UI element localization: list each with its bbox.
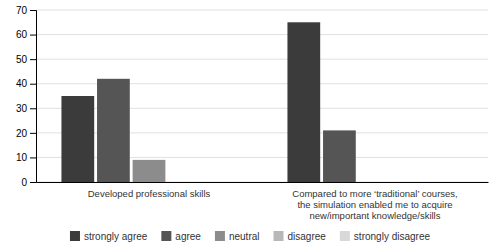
grid-line (36, 34, 488, 35)
tick-mark (30, 84, 36, 85)
legend-label: strongly disagree (354, 231, 431, 242)
legend-swatch (161, 231, 171, 241)
grid-line (36, 59, 488, 60)
legend-label: agree (175, 231, 201, 242)
x-axis: Developed professional skills Compared to… (37, 183, 489, 221)
legend-item: neutral (215, 231, 260, 242)
bar (204, 182, 237, 183)
tick-label: 10 (16, 152, 28, 163)
tick-mark (30, 157, 36, 158)
category-label: Compared to more ‘traditional’ courses,t… (292, 188, 457, 221)
legend-swatch (215, 231, 225, 241)
legend-swatch (70, 231, 80, 241)
tick-mark (30, 133, 36, 134)
legend-item: strongly agree (70, 231, 148, 242)
category-label-line: new/important knowledge/skills (310, 210, 441, 221)
tick: 50 (16, 54, 36, 65)
legend-label: strongly agree (84, 231, 148, 242)
tick-label: 70 (16, 5, 28, 16)
tick: 30 (16, 103, 36, 114)
tick-label: 60 (16, 29, 28, 40)
bar (168, 182, 201, 183)
grid (36, 10, 488, 182)
tick: 70 (16, 5, 36, 16)
tick: Developed professional skills (88, 188, 211, 199)
bar (359, 182, 392, 183)
tick: 0 (21, 177, 36, 188)
bar (97, 79, 130, 182)
axis-domain (37, 182, 489, 183)
tick-mark (30, 182, 36, 183)
axis-domain (30, 11, 37, 183)
tick-label: 30 (16, 103, 28, 114)
tick-mark (30, 35, 36, 36)
category-label: Developed professional skills (88, 188, 211, 199)
tick: 40 (16, 78, 36, 89)
tick: 10 (16, 152, 36, 163)
tick-mark (30, 10, 36, 11)
bar (323, 130, 356, 182)
legend-swatch (340, 231, 350, 241)
tick-label: 20 (16, 128, 28, 139)
legend-item: agree (161, 231, 201, 242)
bar (61, 96, 94, 182)
tick-label: 0 (21, 177, 27, 188)
legend-label: neutral (229, 231, 260, 242)
grid-line (36, 10, 488, 11)
plot: 0 10 20 30 40 50 60 70 Developed professional sk… (16, 5, 489, 221)
y-axis: 0 10 20 30 40 50 60 70 (16, 5, 37, 188)
category-label-line: Developed professional skills (88, 188, 211, 199)
bar (394, 182, 427, 183)
tick-label: 40 (16, 78, 28, 89)
bar (287, 22, 320, 182)
legend-item: strongly disagree (340, 231, 431, 242)
tick-mark (30, 108, 36, 109)
chart: 0 10 20 30 40 50 60 70 Developed professional sk… (0, 0, 500, 247)
tick-mark (30, 59, 36, 60)
category-label-line: the simulation enabled me to acquire (297, 199, 452, 210)
bars (61, 22, 355, 182)
tick: Compared to more ‘traditional’ courses,t… (292, 188, 457, 221)
legend-label: disagree (288, 231, 327, 242)
tick-label: 50 (16, 54, 28, 65)
bar (430, 182, 463, 183)
tick: 60 (16, 29, 36, 40)
tick: 20 (16, 128, 36, 139)
bar (133, 160, 166, 182)
legend: strongly agree agree neutral disagree strong… (70, 231, 430, 242)
category-label-line: Compared to more ‘traditional’ courses, (292, 188, 457, 199)
legend-swatch (274, 231, 284, 241)
legend-item: disagree (274, 231, 327, 242)
